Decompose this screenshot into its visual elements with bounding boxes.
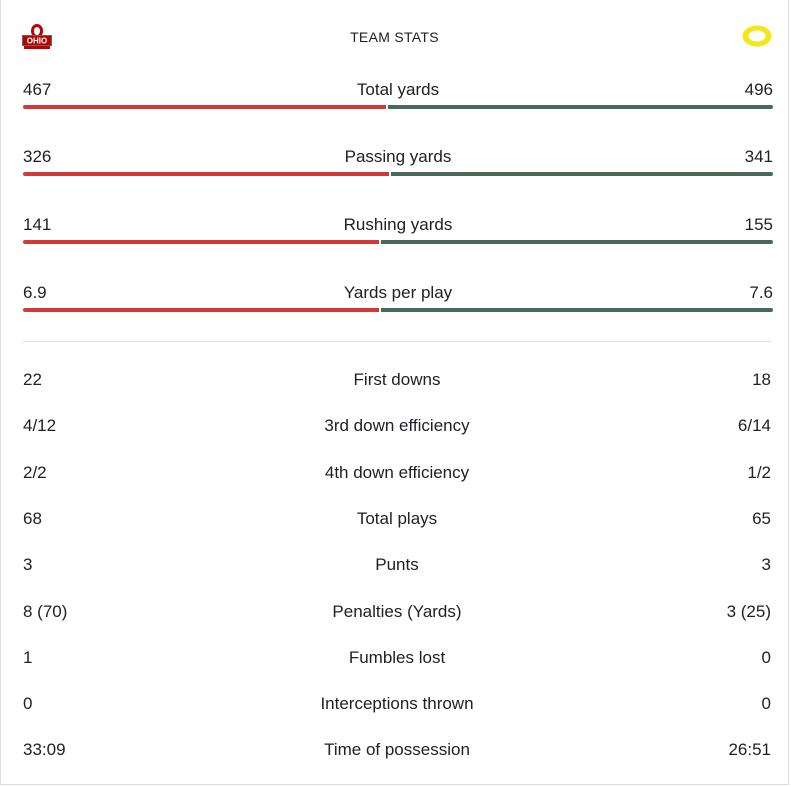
bar-stat-row: 141 Rushing yards 155	[23, 214, 773, 254]
left-team-value: 22	[23, 370, 42, 389]
left-team-bar	[23, 172, 389, 176]
page-title: TEAM STATS	[350, 29, 439, 45]
right-team-value: 18	[752, 370, 771, 389]
right-team-value: 1/2	[747, 463, 771, 482]
left-team-bar	[23, 240, 379, 244]
left-team-value: 33:09	[23, 740, 66, 759]
comparison-bar	[23, 240, 773, 244]
left-team-value: 1	[23, 648, 33, 667]
ohio-state-logo-icon: OHIO	[21, 22, 53, 50]
right-team-value: 3 (25)	[726, 602, 771, 621]
stat-label: Interceptions thrown	[320, 694, 474, 713]
stat-row: 4/12 3rd down efficiency 6/14	[23, 415, 771, 439]
stat-label: Punts	[375, 555, 419, 574]
right-team-bar	[388, 105, 773, 109]
stat-label: 4th down efficiency	[324, 463, 470, 482]
right-team-bar	[381, 240, 773, 244]
stat-row: 1 Fumbles lost 0	[23, 647, 771, 671]
stat-row: 2/2 4th down efficiency 1/2	[23, 462, 771, 486]
oregon-o-logo-icon	[741, 24, 773, 48]
right-team-value: 6/14	[737, 416, 771, 435]
comparison-bar	[23, 105, 773, 109]
right-team-value: 341	[744, 147, 773, 166]
left-team-value: 68	[23, 509, 42, 528]
stat-label: Passing yards	[344, 147, 452, 166]
team-stats-header: OHIO TEAM STATS	[1, 0, 788, 74]
stat-row: 22 First downs 18	[23, 369, 771, 393]
right-team-bar	[381, 308, 773, 312]
stat-row: 8 (70) Penalties (Yards) 3 (25)	[23, 601, 771, 625]
stat-row: 3 Punts 3	[23, 554, 771, 578]
left-team-value: 0	[23, 694, 33, 713]
stat-label: First downs	[353, 370, 441, 389]
left-team-value: 141	[23, 215, 52, 234]
bar-stat-row: 467 Total yards 496	[23, 79, 773, 119]
stat-label: Total plays	[356, 509, 438, 528]
svg-text:OHIO: OHIO	[27, 37, 47, 46]
left-team-value: 467	[23, 80, 52, 99]
right-team-value: 65	[752, 509, 771, 528]
left-team-value: 6.9	[23, 283, 47, 302]
stat-label: Time of possession	[324, 740, 470, 759]
stat-row: 68 Total plays 65	[23, 508, 771, 532]
right-team-value: 7.6	[749, 283, 773, 302]
left-team-value: 8 (70)	[23, 602, 68, 621]
stat-label: Rushing yards	[343, 215, 453, 234]
bar-stat-row: 326 Passing yards 341	[23, 146, 773, 186]
bar-stat-row: 6.9 Yards per play 7.6	[23, 282, 773, 322]
right-team-value: 26:51	[728, 740, 771, 759]
stat-label: Penalties (Yards)	[332, 602, 462, 621]
left-team-bar	[23, 105, 386, 109]
stat-label: Total yards	[356, 80, 440, 99]
stat-row: 0 Interceptions thrown 0	[23, 693, 771, 717]
right-team-value: 3	[761, 555, 771, 574]
right-team-bar	[391, 172, 773, 176]
stat-row: 33:09 Time of possession 26:51	[23, 739, 771, 763]
stat-label: Yards per play	[343, 283, 453, 302]
right-team-value: 0	[761, 648, 771, 667]
comparison-bar	[23, 172, 773, 176]
section-divider	[23, 341, 771, 342]
right-team-value: 0	[761, 694, 771, 713]
left-team-value: 2/2	[23, 463, 47, 482]
left-team-value: 326	[23, 147, 52, 166]
right-team-value: 155	[744, 215, 773, 234]
right-team-value: 496	[744, 80, 773, 99]
left-team-value: 3	[23, 555, 33, 574]
comparison-bar	[23, 308, 773, 312]
left-team-bar	[23, 308, 379, 312]
left-team-value: 4/12	[23, 416, 57, 435]
stat-label: Fumbles lost	[348, 648, 446, 667]
stat-label: 3rd down efficiency	[324, 416, 470, 435]
